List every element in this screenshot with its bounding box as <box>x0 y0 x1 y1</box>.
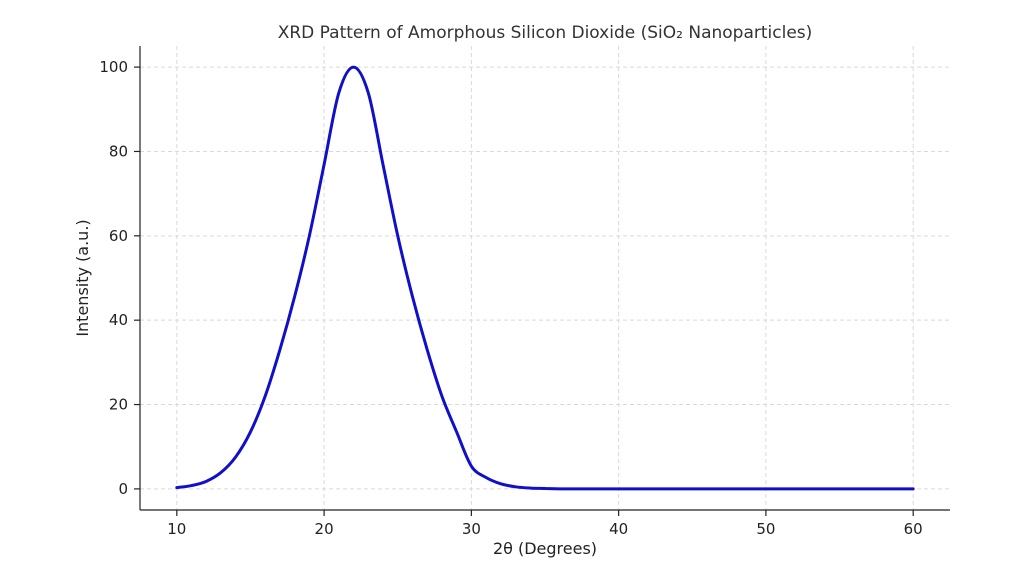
axes <box>139 46 950 511</box>
chart-title: XRD Pattern of Amorphous Silicon Dioxide… <box>278 23 813 43</box>
series-layer <box>175 65 915 491</box>
x-tick-label: 20 <box>315 520 334 538</box>
x-tick-label: 30 <box>462 520 481 538</box>
y-tick-label: 60 <box>109 227 128 245</box>
x-tick-label: 50 <box>756 520 775 538</box>
y-tick-label: 80 <box>109 142 128 160</box>
xrd-intensity-line <box>175 65 915 491</box>
grid <box>140 46 950 510</box>
y-tick-label: 20 <box>109 396 128 414</box>
x-tick-label: 10 <box>167 520 186 538</box>
y-axis-label: Intensity (a.u.) <box>73 219 92 336</box>
x-tick-label: 60 <box>904 520 923 538</box>
y-tick-label: 100 <box>99 58 128 76</box>
y-tick-label: 40 <box>109 311 128 329</box>
ticks: 10 20 30 40 50 60 0 20 40 60 80 100 <box>99 58 922 538</box>
y-tick-label: 0 <box>118 480 128 498</box>
x-axis-label: 2θ (Degrees) <box>493 539 597 558</box>
x-tick-label: 40 <box>609 520 628 538</box>
